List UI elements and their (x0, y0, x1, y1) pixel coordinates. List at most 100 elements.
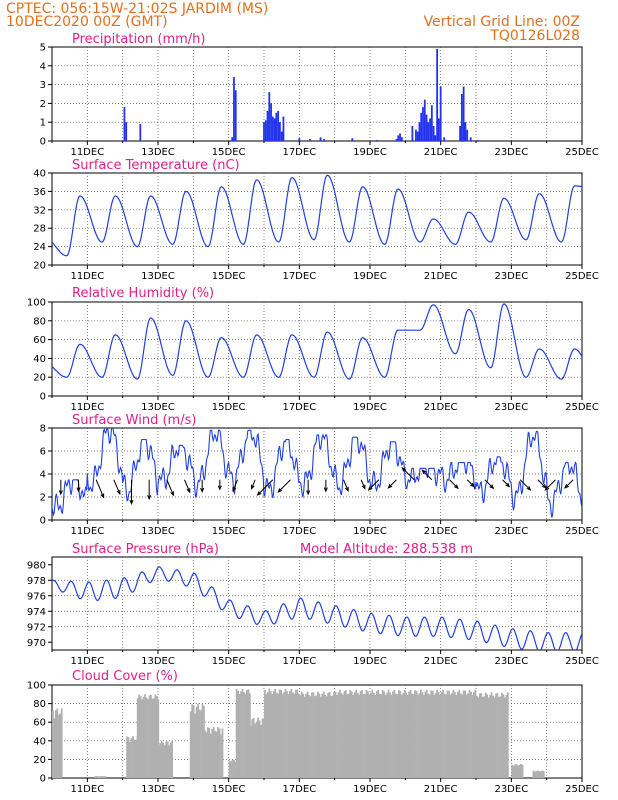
precip-bar (425, 114, 428, 141)
cloud-bar (191, 704, 194, 778)
cloud-bar (461, 694, 464, 778)
cloud-bar (481, 697, 484, 778)
press-xtick-label: 19DEC (353, 656, 387, 667)
cloud-bar (54, 710, 57, 778)
precip-bar (476, 140, 479, 141)
cloud-bar (311, 692, 313, 778)
cloud-bar (411, 693, 413, 778)
wind-arrow-head (170, 491, 174, 497)
cloud-bar (534, 771, 536, 778)
rh-ytick-label: 80 (33, 316, 46, 327)
cloud-bar (430, 690, 433, 778)
cloud-bar (220, 734, 222, 778)
cloud-bar (375, 691, 378, 778)
cloud-bar (52, 710, 54, 778)
cloud-bar (308, 695, 310, 778)
wind-arrow (564, 479, 574, 489)
cloud-bar (399, 691, 402, 778)
header-location: CPTEC: 056:15W-21:02S JARDIM (MS) (6, 1, 268, 17)
wind-arrow-head (544, 486, 550, 491)
header-run-time: 10DEC2020 00Z (GMT) (6, 14, 168, 30)
cloud-bar (104, 776, 107, 778)
temp-line (52, 174, 582, 257)
cloud-bar (334, 691, 337, 778)
cloud-bar (367, 691, 369, 778)
wind-arrow-head (200, 487, 205, 494)
wind-arrow-head (470, 482, 475, 488)
wind-arrow (343, 479, 349, 491)
cloud-bar (439, 694, 441, 778)
cloud-bar (247, 689, 250, 778)
cloud-bar (215, 731, 218, 778)
cloud-bar (521, 764, 524, 778)
cloud-bar (303, 696, 306, 778)
cloud-ytick-label: 40 (33, 736, 46, 747)
precip-bar (123, 107, 126, 141)
rh-xtick-label: 13DEC (141, 402, 175, 413)
precip-bar (443, 137, 446, 141)
panel-precip: 0 1 2 3 4 5 11DEC 13DEC 15DEC 17DEC 19DEC 21DEC 23DE… (40, 32, 599, 158)
cloud-bar (456, 691, 459, 778)
cloud-bar (535, 770, 538, 778)
cloud-bar (138, 694, 141, 778)
cloud-bar (197, 703, 199, 778)
press-ytick-label: 978 (27, 576, 46, 587)
cloud-bar (330, 696, 333, 778)
cloud-bar (542, 770, 545, 778)
cloud-bar (499, 696, 502, 778)
cloud-bar (372, 692, 375, 778)
temp-ytick-label: 40 (33, 169, 46, 180)
cloud-bar (252, 718, 255, 778)
wind-arrow (537, 479, 547, 489)
temp-title: Surface Temperature (nC) (72, 158, 240, 173)
cloud-bar (512, 765, 515, 778)
cloud-bar (103, 776, 106, 778)
cloud-bar (284, 688, 287, 778)
cloud-bar (392, 691, 394, 778)
temp-ytick-label: 36 (33, 187, 46, 198)
press-xtick-label: 25DEC (565, 656, 599, 667)
precip-bar (264, 120, 267, 141)
cloud-bar (471, 694, 474, 778)
cloud-bar (446, 690, 449, 778)
precip-bar (418, 122, 421, 141)
temp-ytick-label: 20 (33, 261, 46, 272)
cloud-bar (325, 696, 328, 778)
cloud-bar (195, 706, 198, 778)
panel-wind: 0 2 4 6 8 11DEC 13DEC 15DEC 17DEC 19DEC 21DEC 23DEC… (40, 413, 599, 537)
cloud-bar (135, 739, 137, 778)
wind-arrow (388, 479, 397, 489)
precip-bar (282, 116, 285, 141)
precip-ytick-label: 5 (40, 43, 46, 54)
wind-plot (52, 428, 582, 518)
precip-bar (400, 137, 403, 141)
cloud-bar (101, 776, 104, 778)
precip-bar (263, 122, 265, 141)
cloud-bar (541, 770, 544, 778)
cloud-bar (212, 726, 215, 778)
cloud-bar (378, 694, 381, 778)
cloud-bar (442, 689, 444, 778)
cloud-bar (126, 736, 128, 778)
cloud-ytick-label: 80 (33, 699, 46, 710)
cloud-bar (132, 736, 134, 778)
wind-xtick-label: 17DEC (282, 526, 316, 537)
cloud-bar (371, 689, 374, 778)
temp-frame (51, 172, 583, 266)
wind-ytick-label: 0 (40, 516, 46, 527)
cloud-bar (515, 764, 518, 778)
cloud-bar (347, 693, 350, 778)
cloud-bar (352, 694, 355, 778)
wind-xtick-label: 13DEC (141, 526, 175, 537)
precip-ytick-label: 4 (40, 61, 46, 72)
cloud-bar (274, 688, 277, 778)
cloud-bar (255, 721, 258, 778)
cloud-bar (53, 718, 56, 778)
cloud-bar (505, 695, 508, 778)
header: CPTEC: 056:15W-21:02S JARDIM (MS) 10DEC2… (6, 1, 580, 44)
cloud-bar (283, 692, 285, 778)
cloud-bar (94, 776, 97, 778)
cloud-bar (97, 776, 100, 778)
precip-bar (436, 48, 439, 141)
wind-arrow (360, 479, 366, 489)
